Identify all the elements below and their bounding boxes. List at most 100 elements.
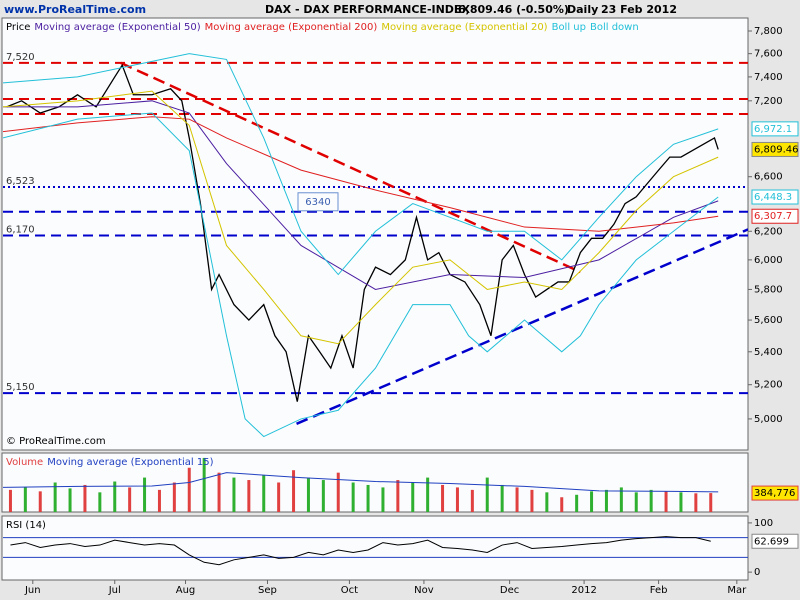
legend-entry: Boll up bbox=[552, 22, 586, 33]
panel bbox=[1, 515, 749, 581]
y-tick-label: 100 bbox=[754, 518, 773, 529]
x-tick-label: Jun bbox=[24, 585, 41, 596]
last-value-box bbox=[751, 485, 799, 501]
volume-bar bbox=[68, 488, 72, 512]
volume-bar bbox=[381, 487, 385, 512]
volume-bar bbox=[560, 497, 564, 512]
series-line bbox=[10, 536, 711, 566]
volume-bar bbox=[38, 491, 42, 512]
x-tick-label: 2012 bbox=[571, 585, 596, 596]
series-line bbox=[3, 90, 719, 345]
volume-bar bbox=[411, 482, 415, 512]
period: Daily bbox=[567, 3, 598, 16]
volume-bar bbox=[232, 477, 236, 512]
volume-bar bbox=[8, 489, 12, 512]
x-tick-label: Feb bbox=[650, 585, 668, 596]
trendline bbox=[296, 228, 748, 425]
x-tick-label: Oct bbox=[341, 585, 358, 596]
volume-bar bbox=[83, 484, 87, 512]
level-label: 7,520 bbox=[6, 52, 35, 63]
y-tick-label: 5,600 bbox=[754, 315, 783, 326]
last-value-box bbox=[751, 189, 799, 205]
volume-bar bbox=[187, 467, 191, 512]
volume-bar bbox=[500, 484, 504, 512]
level-label: 6,523 bbox=[6, 176, 35, 187]
series-line bbox=[6, 63, 719, 402]
volume-bar bbox=[277, 482, 281, 512]
level-box bbox=[297, 192, 339, 212]
last-value-label: 6,809.46 bbox=[754, 144, 799, 155]
volume-bar bbox=[336, 472, 340, 512]
site: www.ProRealTime.com bbox=[4, 3, 146, 16]
legend-entry: RSI (14) bbox=[6, 520, 46, 531]
volume-bar bbox=[157, 489, 161, 512]
volume-bar bbox=[351, 482, 355, 512]
volume-bar bbox=[262, 475, 266, 512]
y-tick-label: 7,400 bbox=[754, 72, 783, 83]
legend-entry: Moving average (Exponential 200) bbox=[205, 22, 378, 33]
last-value-box bbox=[751, 121, 799, 137]
volume-bar bbox=[396, 480, 400, 512]
y-tick-label: 5,200 bbox=[754, 380, 783, 391]
y-tick-label: 7,600 bbox=[754, 49, 783, 60]
level-label: 6,170 bbox=[6, 224, 35, 235]
trendline bbox=[120, 61, 581, 274]
legend-entry: Moving average (Exponential 20) bbox=[381, 22, 547, 33]
volume-bar bbox=[292, 470, 296, 512]
volume-bar bbox=[515, 487, 519, 512]
x-tick-label: Dec bbox=[500, 585, 519, 596]
y-tick-label: 5,400 bbox=[754, 347, 783, 358]
y-tick-label: 7,800 bbox=[754, 26, 783, 37]
x-tick-label: Nov bbox=[414, 585, 434, 596]
volume-bar bbox=[306, 477, 310, 512]
volume-bar bbox=[441, 484, 445, 512]
volume-bar bbox=[202, 457, 206, 512]
volume-bar bbox=[128, 487, 132, 512]
quote: 6,809.46 (-0.50%) bbox=[458, 3, 569, 16]
volume-bar bbox=[530, 489, 534, 512]
volume-bar bbox=[366, 484, 370, 512]
volume-bar bbox=[485, 477, 489, 512]
panel bbox=[1, 17, 749, 451]
series-line bbox=[3, 100, 719, 290]
volume-bar bbox=[247, 480, 251, 512]
volume-bar bbox=[470, 489, 474, 512]
y-tick-label: 6,600 bbox=[754, 172, 783, 183]
legend-entry: Moving average (Exponential 50) bbox=[34, 22, 200, 33]
volume-bar bbox=[321, 480, 325, 512]
volume-bar bbox=[53, 482, 57, 512]
plot bbox=[3, 536, 748, 566]
volume-bar bbox=[172, 482, 176, 512]
plot: 7,520 6,523 6340 6,170 5,150 bbox=[3, 52, 748, 438]
volume-bar bbox=[619, 487, 623, 512]
last-value-box bbox=[751, 208, 799, 224]
series-line bbox=[3, 116, 719, 232]
volume-bar bbox=[426, 477, 430, 512]
series-line bbox=[3, 112, 719, 438]
y-tick-label: 6,200 bbox=[754, 226, 783, 237]
volume-bar bbox=[590, 491, 594, 512]
y-tick-label: 7,200 bbox=[754, 96, 783, 107]
legend-entry: Volume bbox=[6, 457, 43, 468]
level-label: 5,150 bbox=[6, 382, 35, 393]
series-line bbox=[3, 53, 719, 276]
y-tick-label: 5,800 bbox=[754, 284, 783, 295]
x-tick-label: Sep bbox=[258, 585, 277, 596]
series-line bbox=[3, 472, 719, 493]
last-value-label: 6,307.7 bbox=[754, 211, 792, 222]
last-value-label: 62.699 bbox=[754, 536, 789, 547]
volume-bar bbox=[694, 493, 698, 512]
last-value-box bbox=[751, 533, 799, 549]
volume-bar bbox=[664, 491, 668, 512]
volume-bar bbox=[113, 481, 117, 512]
legend-entry: Price bbox=[6, 22, 30, 33]
volume-bar bbox=[545, 492, 549, 512]
last-value-box bbox=[751, 141, 799, 157]
last-value-label: 6,972.1 bbox=[754, 124, 792, 135]
volume-bar bbox=[143, 477, 147, 512]
y-tick-label: 5,000 bbox=[754, 414, 783, 425]
last-value-label: 6,448.3 bbox=[754, 192, 792, 203]
volume-bar bbox=[679, 492, 683, 512]
volume-bar bbox=[455, 487, 459, 512]
